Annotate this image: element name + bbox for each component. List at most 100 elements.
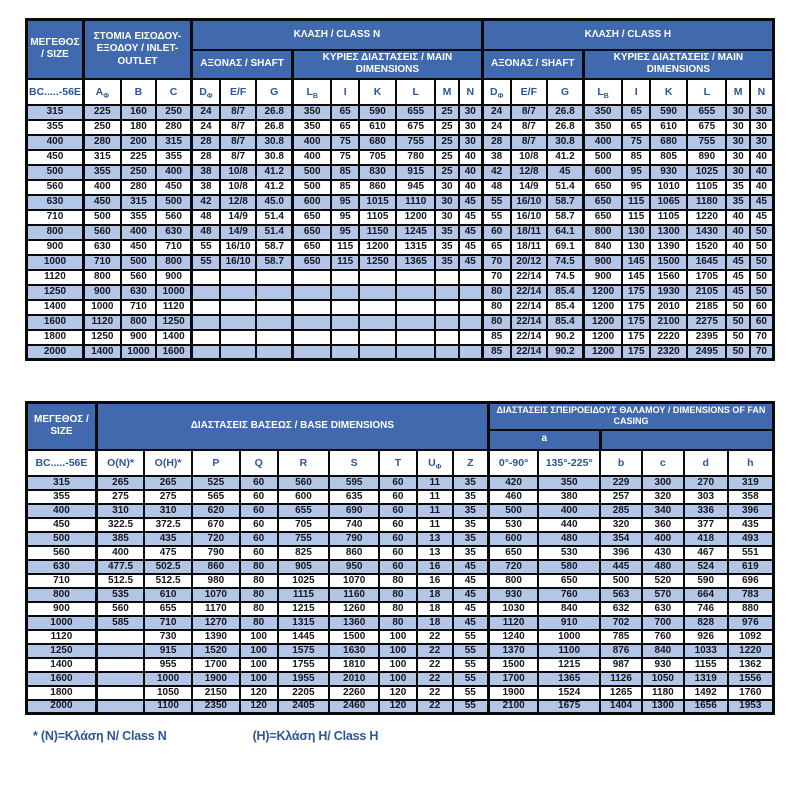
- value-cell: [255, 298, 294, 316]
- value-cell: 100: [238, 670, 279, 687]
- table-row: 400 310 310 620 60 655 690 60 11 35 500 400 285 340 33…: [25, 502, 775, 519]
- size-cell: 450: [25, 516, 98, 533]
- value-cell: 710: [155, 238, 193, 256]
- value-cell: 45: [546, 163, 585, 181]
- value-cell: 585: [94, 614, 146, 631]
- value-cell: 8/7: [509, 103, 549, 121]
- value-cell: 115: [621, 193, 651, 211]
- value-cell: 1500: [648, 253, 689, 271]
- value-cell: 350: [581, 103, 624, 121]
- col-header: C: [155, 77, 193, 106]
- col-header: LB: [581, 77, 624, 106]
- value-cell: 1200: [395, 208, 437, 226]
- value-cell: 524: [682, 558, 729, 575]
- col-header: N: [457, 77, 484, 106]
- value-cell: [357, 343, 398, 361]
- value-cell: 1705: [686, 268, 728, 286]
- value-cell: 800: [155, 253, 193, 271]
- value-cell: 650: [581, 193, 624, 211]
- value-cell: 350: [291, 103, 333, 121]
- value-cell: 2205: [276, 684, 331, 701]
- value-cell: 1180: [686, 193, 728, 211]
- value-cell: 1050: [640, 670, 685, 687]
- size-group-header: ΜΕΓΕΘΟΣ / SIZE: [25, 18, 85, 80]
- value-cell: 30: [725, 133, 751, 151]
- value-cell: 525: [190, 474, 241, 491]
- value-cell: [255, 328, 294, 346]
- col-header: O(N)*: [94, 448, 146, 477]
- col-header: B: [119, 77, 158, 106]
- value-cell: [357, 328, 398, 346]
- value-cell: 880: [726, 600, 775, 617]
- value-cell: 315: [81, 148, 122, 166]
- value-cell: 8/7: [218, 118, 258, 136]
- value-cell: 1200: [581, 298, 624, 316]
- value-cell: 655: [276, 502, 331, 519]
- table-row: 355 250 180 280 24 8/7 26.8 350 65 610 675 25 30 24 8/…: [25, 118, 775, 136]
- size-cell: 1400: [25, 656, 98, 673]
- value-cell: 30: [725, 118, 751, 136]
- value-cell: 530: [537, 544, 602, 561]
- col-header: M: [725, 77, 751, 106]
- table-row: 630 450 315 500 42 12/8 45.0 600 95 1015 1110 30 45 5…: [25, 193, 775, 211]
- value-cell: 60: [378, 558, 418, 575]
- value-cell: 530: [486, 516, 540, 533]
- t2-group-header-row-1: ΜΕΓΕΘΟΣ / SIZE ΔΙΑΣΤΑΣΕΙΣ ΒΑΣΕΩΣ / BASE …: [25, 401, 775, 451]
- value-cell: 25: [434, 133, 460, 151]
- value-cell: 1200: [581, 328, 624, 346]
- value-cell: 900: [581, 268, 624, 286]
- value-cell: [291, 343, 333, 361]
- value-cell: [255, 283, 294, 301]
- value-cell: 2010: [328, 670, 381, 687]
- value-cell: 100: [378, 628, 418, 645]
- value-cell: 1755: [276, 656, 331, 673]
- value-cell: 30.8: [546, 133, 585, 151]
- value-cell: 1105: [686, 178, 728, 196]
- value-cell: 1575: [276, 642, 331, 659]
- col-header: AΦ: [81, 77, 122, 106]
- value-cell: 755: [395, 133, 437, 151]
- value-cell: 350: [291, 118, 333, 136]
- value-cell: 450: [81, 193, 122, 211]
- value-cell: 355: [81, 163, 122, 181]
- value-cell: 590: [357, 103, 398, 121]
- value-cell: 2185: [686, 298, 728, 316]
- value-cell: 500: [291, 163, 333, 181]
- table-row: 315 265 265 525 60 560 595 60 11 35 420 350 229 300 27…: [25, 474, 775, 491]
- size-cell: 1000: [25, 253, 85, 271]
- value-cell: 303: [682, 488, 729, 505]
- col-header: 135°-225°: [537, 448, 602, 477]
- value-cell: 1245: [395, 223, 437, 241]
- value-cell: 780: [395, 148, 437, 166]
- size-cell: 500: [25, 530, 98, 547]
- value-cell: 85.4: [546, 298, 585, 316]
- value-cell: 580: [537, 558, 602, 575]
- value-cell: 74.5: [546, 253, 585, 271]
- value-cell: [291, 313, 333, 331]
- size-group-header-2: ΜΕΓΕΘΟΣ / SIZE: [25, 401, 98, 451]
- value-cell: 285: [599, 502, 643, 519]
- table-row: 400 280 200 315 28 8/7 30.8 400 75 680 755 25 30 28 8/…: [25, 133, 775, 151]
- value-cell: 85: [480, 343, 512, 361]
- size-cell: 1000: [25, 614, 98, 631]
- value-cell: 74.5: [546, 268, 585, 286]
- value-cell: [330, 313, 360, 331]
- value-cell: 372.5: [143, 516, 193, 533]
- value-cell: 80: [238, 600, 279, 617]
- value-cell: 70: [480, 268, 512, 286]
- value-cell: 828: [682, 614, 729, 631]
- value-cell: 1200: [581, 343, 624, 361]
- col-header: I: [330, 77, 360, 106]
- value-cell: 915: [143, 642, 193, 659]
- value-cell: 145: [621, 268, 651, 286]
- value-cell: 50: [725, 298, 751, 316]
- value-cell: 655: [395, 103, 437, 121]
- value-cell: 440: [537, 516, 602, 533]
- value-cell: 30: [457, 103, 484, 121]
- value-cell: 40: [725, 238, 751, 256]
- value-cell: 175: [621, 283, 651, 301]
- value-cell: 500: [119, 253, 158, 271]
- value-cell: 275: [94, 488, 146, 505]
- value-cell: 16/10: [218, 253, 258, 271]
- col-header: S: [328, 448, 381, 477]
